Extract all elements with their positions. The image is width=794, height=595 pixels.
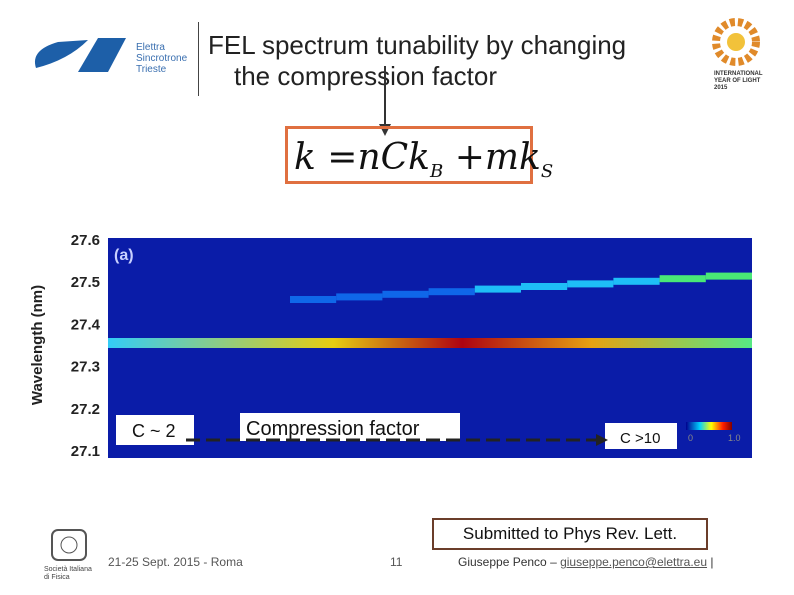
- y-tick-label: 27.3: [71, 359, 100, 376]
- title-line: FEL spectrum tunability by changing: [208, 30, 627, 60]
- band-step: [290, 296, 337, 303]
- society-line: Società Italiana: [44, 566, 92, 573]
- y-tick-label: 27.2: [71, 401, 100, 418]
- iyl-logo: [712, 18, 760, 66]
- band-step: [705, 272, 752, 280]
- band-step: [428, 288, 475, 296]
- separator: |: [710, 555, 714, 569]
- formula-part: =: [327, 137, 358, 178]
- page-number: 11: [390, 555, 403, 569]
- cbar-label: 0: [688, 433, 693, 443]
- spectrum-figure: (a) Wavelength (nm) 27.6 27.5 27.4 27.3 27.2…: [29, 232, 752, 460]
- society-line: di Fisica: [44, 574, 70, 581]
- formula-part: S: [540, 161, 554, 183]
- formula-part: mk: [484, 137, 541, 178]
- y-tick-label: 27.6: [71, 232, 100, 249]
- logo-mark: [34, 38, 126, 72]
- title: FEL spectrum tunability by changing the …: [208, 30, 626, 92]
- logo-line: Trieste: [136, 64, 167, 75]
- society-emblem: [51, 529, 87, 561]
- band-step: [613, 277, 660, 285]
- note-right: C >10: [620, 430, 660, 447]
- footer-date: 21-25 Sept. 2015 - Roma: [108, 555, 243, 569]
- society-text: Società Italiana di Fisica: [44, 566, 92, 582]
- formula-part: k: [294, 137, 316, 178]
- formula-part: B: [430, 161, 444, 183]
- divider: [198, 22, 199, 96]
- y-tick-label: 27.4: [71, 316, 101, 333]
- formula: k =nCkB +mkS: [285, 126, 553, 184]
- logo-line: Sincrotrone: [136, 53, 188, 64]
- band-step: [521, 283, 568, 290]
- cbar-label: 1.0: [728, 433, 741, 443]
- formula-part: nCk: [357, 137, 430, 178]
- iyl-line: YEAR OF LIGHT: [714, 78, 761, 84]
- submitted-note: Submitted to Phys Rev. Lett.: [432, 518, 708, 550]
- author: Giuseppe Penco –: [458, 555, 561, 569]
- panel-label: (a): [114, 247, 134, 264]
- band-step: [336, 293, 383, 301]
- logo-line: Elettra: [136, 42, 165, 53]
- formula-part: +: [454, 137, 485, 178]
- iyl-line: INTERNATIONAL: [714, 71, 763, 77]
- y-tick-label: 27.1: [71, 443, 100, 460]
- note-left: C ~ 2: [132, 421, 176, 441]
- y-label: Wavelength (nm): [29, 285, 46, 405]
- email-link[interactable]: giuseppe.penco@elettra.eu: [560, 555, 708, 569]
- footer-author: Giuseppe Penco – giuseppe.penco@elettra.…: [458, 555, 714, 569]
- y-tick-label: 27.5: [71, 274, 100, 291]
- band-step: [659, 275, 706, 283]
- band-step: [382, 290, 429, 298]
- band-step: [567, 280, 614, 288]
- title-line: the compression factor: [234, 61, 498, 91]
- iyl-line: 2015: [714, 85, 728, 91]
- note-center: Compression factor: [246, 418, 420, 440]
- band-step: [474, 285, 521, 293]
- iyl-text: INTERNATIONAL YEAR OF LIGHT 2015: [714, 71, 763, 92]
- logo-text: Elettra Sincrotrone Trieste: [136, 42, 187, 75]
